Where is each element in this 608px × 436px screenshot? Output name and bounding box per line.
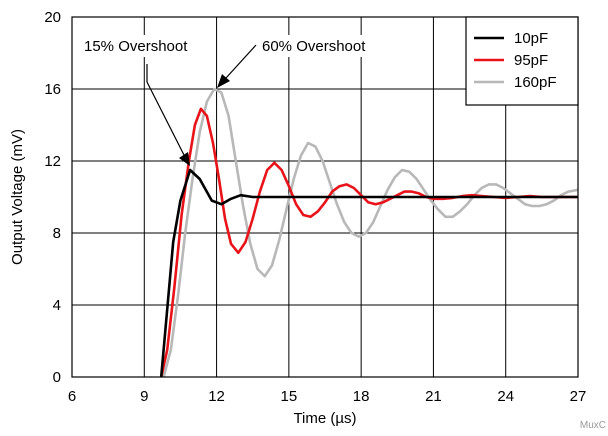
x-tick-label: 12: [208, 388, 225, 405]
legend-label-95pf: 95pF: [514, 52, 548, 69]
tick-labels: 6 9 12 15 18 21 24 27 0 4 8 12 16 20: [44, 9, 586, 405]
x-tick-label: 18: [353, 388, 370, 405]
x-tick-label: 9: [140, 388, 148, 405]
x-tick-label: 27: [570, 388, 587, 405]
series-line-95pf: [159, 107, 578, 378]
y-tick-label: 20: [44, 9, 61, 26]
y-axis-label: Output Voltage (mV): [9, 129, 26, 265]
legend-label-160pf: 160pF: [514, 74, 557, 91]
y-tick-label: 16: [44, 81, 61, 98]
annotation-leader-line: [225, 44, 257, 79]
plot-frame: [71, 16, 579, 378]
series-line-160pf: [162, 87, 579, 378]
x-axis-label: Time (µs): [293, 410, 356, 427]
annotations: 15% Overshoot 60% Overshoot: [80, 35, 394, 166]
watermark-text: MuxC: [580, 420, 606, 431]
annotation-leader-line: [146, 81, 185, 156]
series-layer: [159, 87, 579, 378]
legend: 10pF 95pF 160pF: [465, 16, 579, 106]
annotation-60-overshoot: 60% Overshoot: [262, 38, 366, 55]
y-tick-label: 8: [53, 225, 61, 242]
x-tick-label: 21: [425, 388, 442, 405]
y-tick-label: 0: [53, 369, 61, 386]
annotation-15-overshoot: 15% Overshoot: [84, 38, 188, 55]
y-tick-label: 4: [53, 297, 61, 314]
legend-label-10pf: 10pF: [514, 30, 548, 47]
annotation-background: [80, 35, 208, 57]
x-tick-label: 15: [281, 388, 298, 405]
annotation-arrowhead: [179, 152, 190, 166]
annotation-arrowhead: [217, 74, 230, 88]
y-tick-label: 12: [44, 153, 61, 170]
x-tick-label: 24: [497, 388, 514, 405]
x-tick-label: 6: [68, 388, 76, 405]
series-line-10pf: [159, 168, 578, 378]
annotation-background: [258, 35, 394, 57]
